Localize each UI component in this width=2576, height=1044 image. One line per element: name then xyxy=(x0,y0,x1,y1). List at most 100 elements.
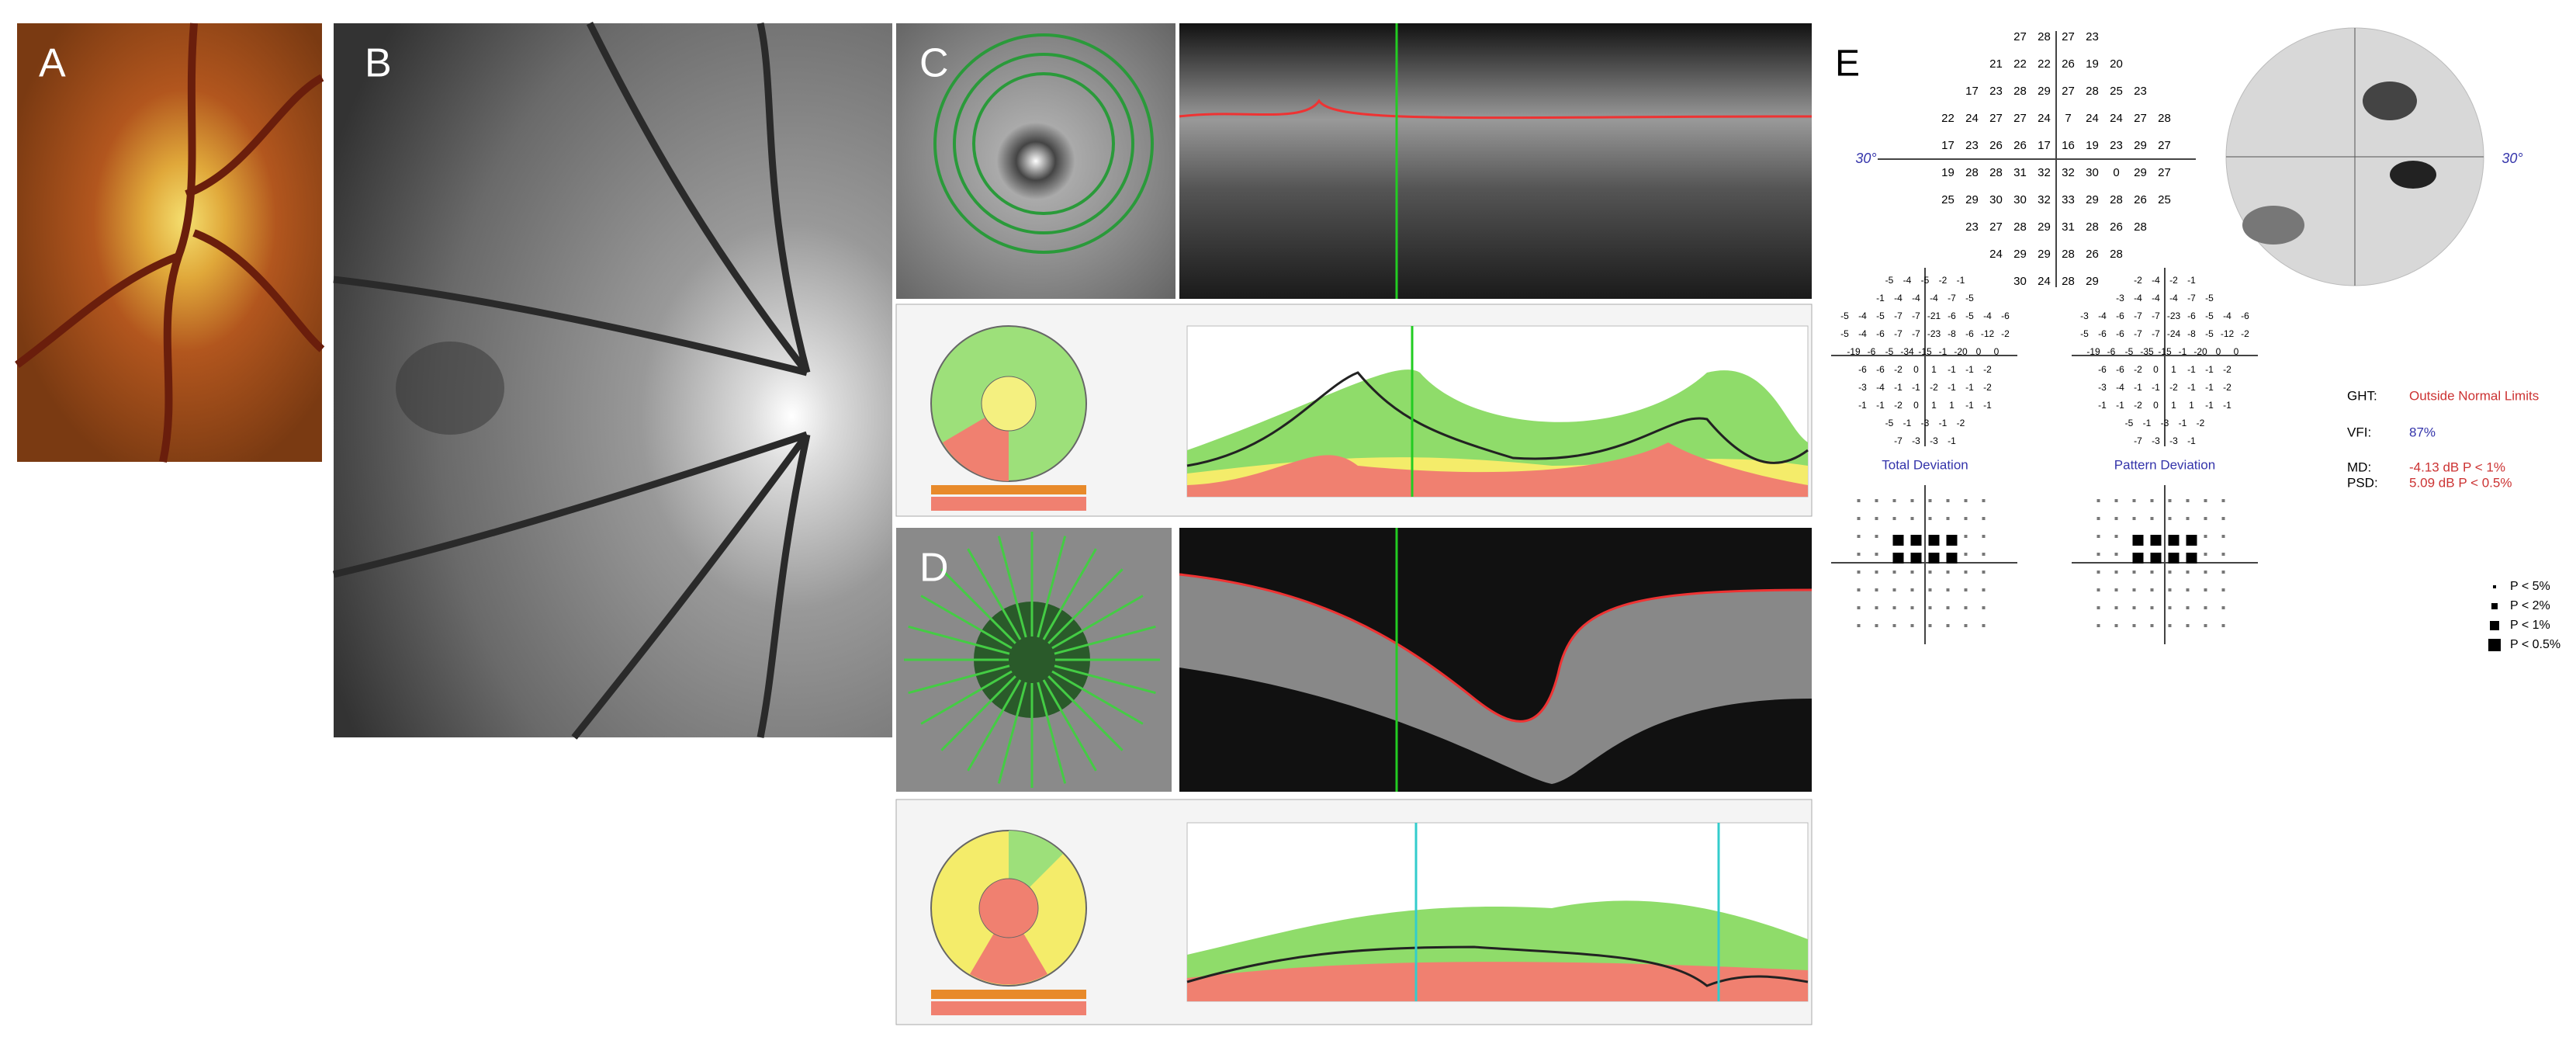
field-value: -3 xyxy=(2152,435,2160,446)
probability-symbol xyxy=(1892,606,1896,609)
field-value: 26 xyxy=(2110,220,2123,234)
probability-symbol xyxy=(2150,571,2154,574)
field-value: -5 xyxy=(1965,310,1974,321)
probability-symbol xyxy=(1892,624,1896,627)
field-value: -7 xyxy=(2152,328,2160,339)
field-value: 28 xyxy=(2013,220,2027,234)
field-value: -5 xyxy=(2080,328,2089,339)
panel-label: E xyxy=(1835,43,1860,85)
field-value: -4 xyxy=(1912,293,1920,303)
label: MD: xyxy=(2347,460,2371,474)
field-value: 28 xyxy=(2086,85,2099,98)
field-value: 30 xyxy=(1989,193,2003,206)
probability-symbol xyxy=(2132,624,2136,627)
field-value: -3 xyxy=(2169,435,2178,446)
field-value: 27 xyxy=(2062,85,2075,98)
field-value: -2 xyxy=(1894,364,1903,375)
probability-symbol xyxy=(1946,553,1958,564)
probability-symbol xyxy=(2132,571,2136,574)
field-value: 1 xyxy=(1931,364,1937,375)
field-value: -6 xyxy=(1858,364,1867,375)
field-value: 28 xyxy=(2038,30,2051,43)
field-value: 30 xyxy=(2013,193,2027,206)
field-value: 24 xyxy=(2110,112,2123,125)
probability-symbol xyxy=(1946,624,1950,627)
probability-symbol xyxy=(2204,535,2207,538)
legend-symbol xyxy=(2490,621,2499,630)
field-value: 33 xyxy=(2062,193,2075,206)
field-value: -5 xyxy=(1840,328,1849,339)
field-value: -6 xyxy=(2098,364,2107,375)
probability-symbol xyxy=(1892,553,1904,564)
probability-symbol xyxy=(2168,499,2172,502)
probability-symbol xyxy=(2132,499,2136,502)
scan-line xyxy=(967,548,1022,640)
field-value: -1 xyxy=(2187,275,2196,286)
field-value: -2 xyxy=(2223,382,2231,393)
field-value: -1 xyxy=(1948,364,1956,375)
field-value: 25 xyxy=(2158,193,2171,206)
field-value: -4 xyxy=(2169,293,2178,303)
field-value: 23 xyxy=(2086,30,2099,43)
field-value: -3 xyxy=(1930,435,1938,446)
grid-title: Total Deviation xyxy=(1882,457,1968,472)
probability-symbol xyxy=(1928,588,1932,591)
field-value: -2 xyxy=(2169,275,2178,286)
probability-symbol xyxy=(1964,571,1968,574)
probability-symbol xyxy=(2186,517,2190,520)
probability-symbol xyxy=(1964,553,1968,556)
probability-symbol xyxy=(1964,606,1968,609)
probability-symbol xyxy=(1982,588,1986,591)
field-value: -6 xyxy=(2241,310,2249,321)
probability-symbol xyxy=(2204,571,2207,574)
field-value: 1 xyxy=(2171,400,2176,411)
probability-symbol xyxy=(2221,571,2225,574)
probability-symbol xyxy=(2096,553,2100,556)
field-value: 28 xyxy=(2110,193,2123,206)
probability-symbol xyxy=(2132,535,2144,546)
field-value: 24 xyxy=(2086,112,2099,125)
probability-symbol xyxy=(1892,499,1896,502)
field-value: 24 xyxy=(2038,275,2051,288)
field-value: -5 xyxy=(2125,418,2134,428)
probability-symbol xyxy=(2186,535,2197,546)
field-value: 23 xyxy=(1965,220,1979,234)
probability-symbol xyxy=(1857,553,1861,556)
field-value: -3 xyxy=(1858,382,1867,393)
field-value: -1 xyxy=(2143,418,2152,428)
probability-symbol xyxy=(1964,535,1968,538)
field-value: -2 xyxy=(2197,418,2205,428)
probability-symbol xyxy=(2096,624,2100,627)
field-value: -1 xyxy=(2187,364,2196,375)
scan-line xyxy=(1037,536,1067,638)
probability-symbol xyxy=(1928,517,1932,520)
probability-symbol xyxy=(2150,588,2154,591)
field-value: -1 xyxy=(1957,275,1965,286)
probability-symbol xyxy=(1857,606,1861,609)
field-value: -23 xyxy=(1927,328,1941,339)
probability-symbol xyxy=(2186,606,2190,609)
field-value: -5 xyxy=(2205,328,2214,339)
probability-symbol xyxy=(2221,588,2225,591)
field-value: 29 xyxy=(2134,166,2147,179)
probability-symbol xyxy=(1875,571,1878,574)
probability-symbol xyxy=(2168,624,2172,627)
probability-symbol xyxy=(1982,606,1986,609)
field-value: -7 xyxy=(1912,328,1920,339)
field-value: -3 xyxy=(2098,382,2107,393)
field-value: 26 xyxy=(2062,57,2075,71)
field-value: -7 xyxy=(1948,293,1956,303)
field-value: 28 xyxy=(1965,166,1979,179)
field-value: -2 xyxy=(1930,382,1938,393)
legend-label: P < 5% xyxy=(2510,580,2550,593)
field-value: -5 xyxy=(1876,310,1885,321)
field-value: 22 xyxy=(2013,57,2027,71)
field-value: 22 xyxy=(1941,112,1955,125)
field-value: -4 xyxy=(2152,275,2160,286)
field-value: -19 xyxy=(1847,346,1861,357)
macula xyxy=(396,342,504,435)
field-value: -21 xyxy=(1927,310,1941,321)
field-value: -1 xyxy=(2134,382,2142,393)
field-value: -1 xyxy=(1876,293,1885,303)
field-value: 16 xyxy=(2062,139,2075,152)
